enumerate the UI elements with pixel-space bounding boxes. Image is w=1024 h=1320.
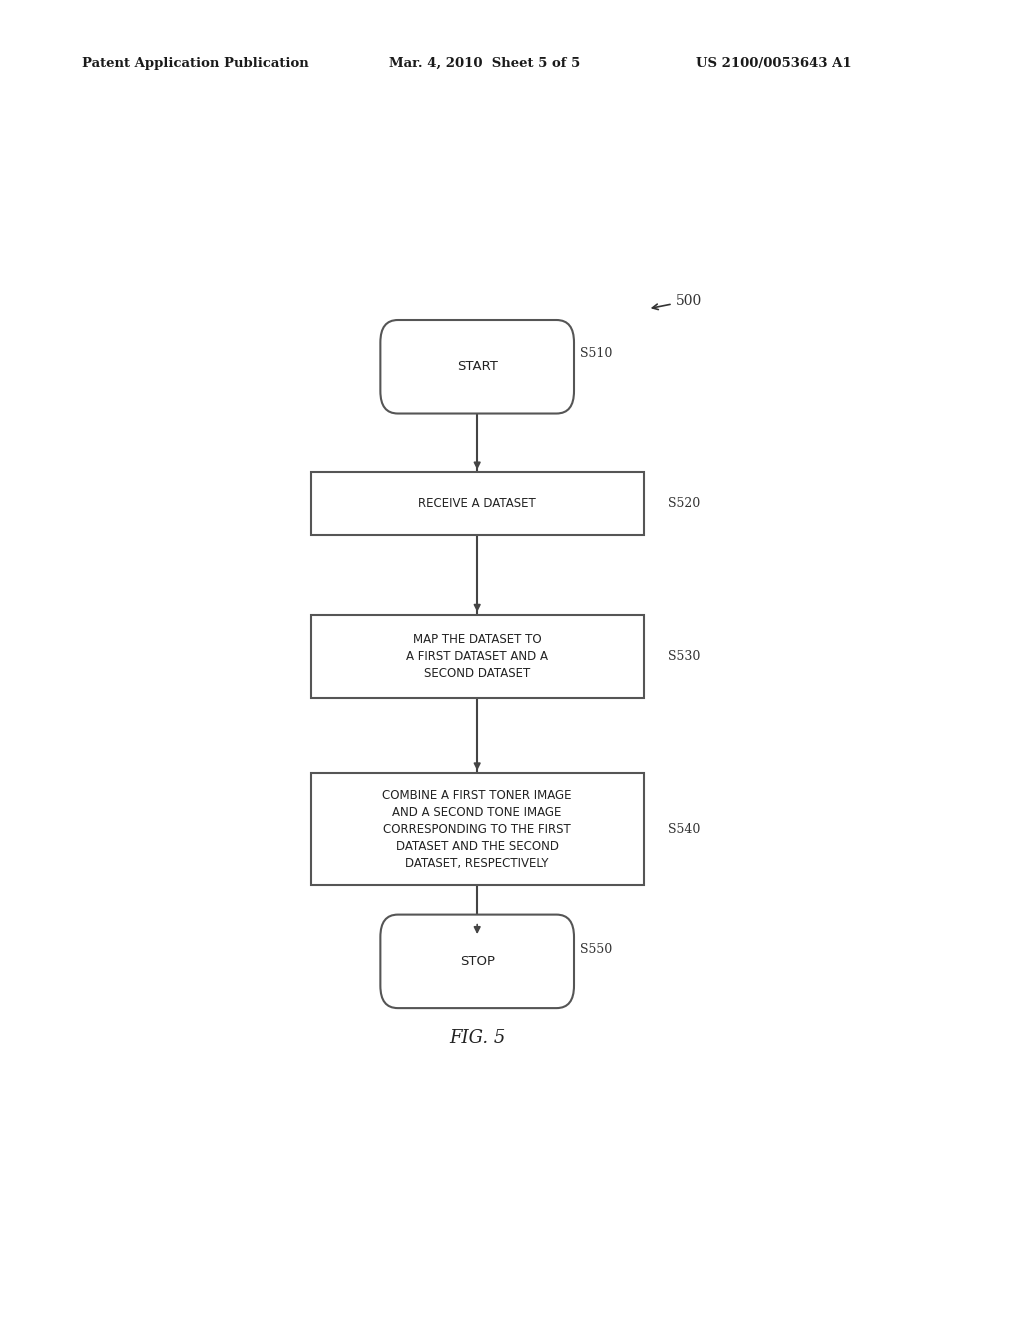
FancyBboxPatch shape [380, 915, 574, 1008]
Text: S520: S520 [668, 498, 699, 511]
Text: Patent Application Publication: Patent Application Publication [82, 57, 308, 70]
Text: RECEIVE A DATASET: RECEIVE A DATASET [419, 498, 536, 511]
Text: FIG. 5: FIG. 5 [449, 1028, 506, 1047]
Text: S540: S540 [668, 822, 700, 836]
Text: US 2100/0053643 A1: US 2100/0053643 A1 [696, 57, 852, 70]
Text: STOP: STOP [460, 954, 495, 968]
Text: S530: S530 [668, 649, 700, 663]
Text: COMBINE A FIRST TONER IMAGE
AND A SECOND TONE IMAGE
CORRESPONDING TO THE FIRST
D: COMBINE A FIRST TONER IMAGE AND A SECOND… [382, 789, 572, 870]
Text: S550: S550 [581, 942, 612, 956]
Text: MAP THE DATASET TO
A FIRST DATASET AND A
SECOND DATASET: MAP THE DATASET TO A FIRST DATASET AND A… [407, 632, 548, 680]
Bar [310, 473, 644, 536]
Text: Mar. 4, 2010  Sheet 5 of 5: Mar. 4, 2010 Sheet 5 of 5 [389, 57, 581, 70]
Text: S510: S510 [581, 347, 612, 360]
Text: 500: 500 [652, 293, 701, 310]
FancyBboxPatch shape [380, 319, 574, 413]
Bar [310, 615, 644, 698]
Text: START: START [457, 360, 498, 374]
Bar [310, 774, 644, 886]
